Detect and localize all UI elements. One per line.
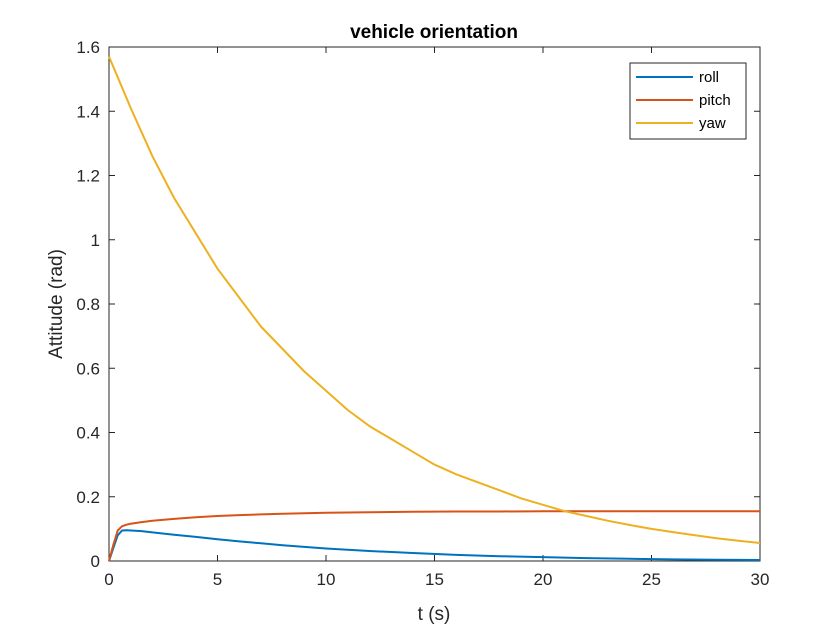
series-line-yaw [108, 56, 761, 544]
y-tick-label: 0.4 [76, 424, 100, 443]
legend-label-yaw: yaw [699, 115, 726, 132]
x-axis: 0 5 10 15 20 25 30 [104, 47, 769, 589]
series-lines [108, 56, 761, 562]
x-tick-label: 10 [317, 570, 336, 589]
y-tick-label: 1.6 [76, 38, 100, 57]
y-tick-label: 0.2 [76, 488, 100, 507]
y-tick-label: 1.4 [76, 102, 100, 121]
y-tick-label: 1 [91, 231, 100, 250]
y-tick-label: 0.8 [76, 295, 100, 314]
y-tick-label: 0.6 [76, 359, 100, 378]
chart-title: vehicle orientation [350, 22, 518, 43]
x-tick-label: 25 [642, 570, 661, 589]
legend: roll pitch yaw [629, 62, 747, 140]
x-tick-label: 5 [213, 570, 222, 589]
x-tick-label: 15 [425, 570, 444, 589]
x-tick-label: 20 [534, 570, 553, 589]
series-line-roll [108, 529, 761, 562]
y-axis-label: Attitude (rad) [46, 249, 67, 359]
x-tick-label: 0 [104, 570, 113, 589]
x-tick-label: 30 [751, 570, 770, 589]
x-axis-label: t (s) [418, 604, 451, 625]
legend-label-pitch: pitch [699, 92, 731, 109]
series-line-pitch [108, 510, 760, 562]
y-tick-label: 1.2 [76, 167, 100, 186]
legend-label-roll: roll [699, 69, 719, 86]
y-tick-label: 0 [91, 552, 100, 571]
y-axis: 0 0.2 0.4 0.6 0.8 1 1.2 1.4 1.6 [76, 38, 760, 571]
